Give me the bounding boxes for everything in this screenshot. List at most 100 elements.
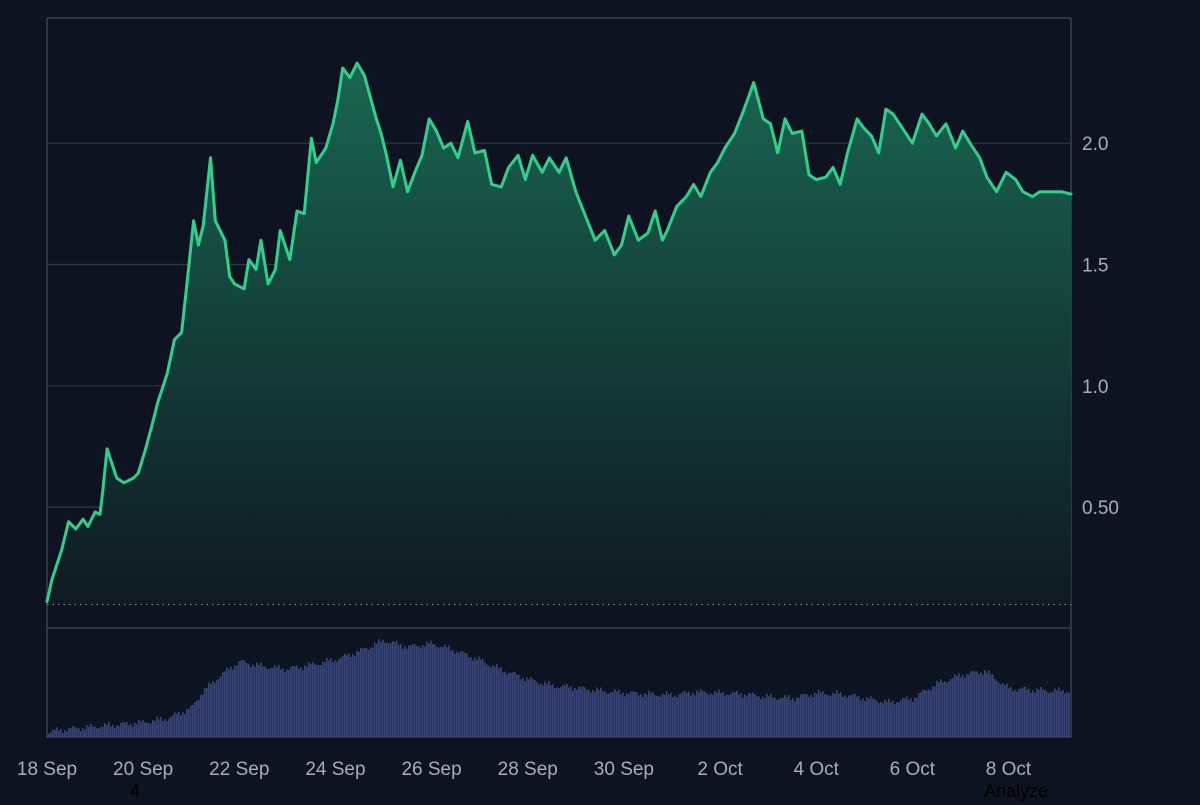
volume-bar [1058, 687, 1060, 737]
volume-bar [654, 694, 656, 737]
volume-bar [930, 690, 932, 737]
volume-bar [698, 691, 700, 737]
volume-bar [534, 679, 536, 737]
volume-bar [572, 690, 574, 737]
volume-bar [180, 715, 182, 737]
volume-bar [234, 665, 236, 737]
x-tick-label: 8 Oct [986, 759, 1032, 780]
volume-bar [184, 714, 186, 737]
volume-bar [454, 653, 456, 737]
volume-bar [190, 705, 192, 737]
volume-bar [228, 669, 230, 737]
volume-bar [412, 643, 414, 737]
volume-bar [680, 693, 682, 737]
volume-bar [294, 666, 296, 737]
volume-bar [820, 692, 822, 737]
volume-bar [886, 701, 888, 737]
volume-bar [336, 662, 338, 737]
volume-bar [902, 698, 904, 737]
volume-bar [998, 682, 1000, 737]
analyze-label[interactable]: Analyze [984, 781, 1049, 801]
volume-bar [532, 679, 534, 737]
volume-bar [1040, 686, 1042, 737]
volume-bar [910, 698, 912, 737]
volume-bar [94, 726, 96, 737]
volume-bar [86, 724, 88, 737]
volume-bar [726, 694, 728, 737]
y-tick-label: 2.0 [1082, 134, 1108, 155]
volume-bar [210, 684, 212, 737]
volume-bar [76, 728, 78, 737]
bottom-number-label: 4 [130, 781, 141, 801]
volume-bar [626, 693, 628, 737]
volume-bar [54, 729, 56, 737]
volume-bar [356, 651, 358, 737]
volume-bar [306, 666, 308, 737]
volume-bar [142, 720, 144, 737]
volume-bar [790, 699, 792, 737]
x-tick-label: 26 Sep [401, 759, 461, 780]
volume-bar [240, 660, 242, 737]
volume-bar [290, 666, 292, 737]
volume-bar [390, 642, 392, 737]
volume-bar [560, 686, 562, 737]
volume-bar [1050, 691, 1052, 737]
volume-bar [866, 697, 868, 737]
volume-bar [230, 666, 232, 737]
volume-bar [364, 647, 366, 737]
volume-bar [912, 701, 914, 737]
volume-bar [844, 695, 846, 737]
volume-bar [776, 699, 778, 737]
volume-bar [800, 694, 802, 737]
volume-bar [808, 696, 810, 737]
volume-bar [72, 726, 74, 737]
volume-bar [854, 693, 856, 737]
volume-bar [138, 719, 140, 737]
volume-bar [1056, 690, 1058, 737]
volume-bar [558, 687, 560, 737]
volume-bar [974, 671, 976, 737]
volume-bar [1032, 690, 1034, 737]
volume-bar [860, 700, 862, 737]
volume-bar [668, 694, 670, 737]
volume-bar [448, 645, 450, 737]
volume-bar [578, 686, 580, 737]
volume-bar [330, 658, 332, 737]
volume-bar [424, 646, 426, 737]
volume-bar [420, 648, 422, 737]
volume-bar [242, 659, 244, 737]
volume-bar [376, 643, 378, 737]
volume-bar [392, 640, 394, 737]
volume-bar [270, 667, 272, 737]
volume-bar [986, 672, 988, 737]
volume-bar [644, 693, 646, 737]
volume-bar [744, 694, 746, 737]
x-tick-label: 28 Sep [498, 759, 558, 780]
volume-bar [840, 691, 842, 737]
volume-bar [130, 723, 132, 737]
volume-bar [966, 674, 968, 737]
volume-bar [208, 682, 210, 737]
volume-bar [548, 680, 550, 737]
x-tick-label: 22 Sep [209, 759, 269, 780]
volume-bar [962, 674, 964, 737]
volume-bar [954, 674, 956, 737]
volume-bar [382, 639, 384, 737]
volume-bar [484, 662, 486, 737]
volume-bar [1036, 688, 1038, 737]
volume-bar [388, 643, 390, 737]
volume-bar [990, 674, 992, 737]
volume-bar [766, 693, 768, 737]
volume-bar [806, 693, 808, 737]
volume-bar [446, 647, 448, 737]
volume-bar [852, 694, 854, 737]
y-tick-label: 0.50 [1082, 498, 1119, 519]
volume-bar [1052, 692, 1054, 737]
volume-bar [994, 678, 996, 737]
volume-bar [428, 643, 430, 737]
volume-bar [244, 660, 246, 737]
volume-bar [948, 681, 950, 737]
volume-bar [704, 691, 706, 737]
volume-bar [822, 691, 824, 737]
